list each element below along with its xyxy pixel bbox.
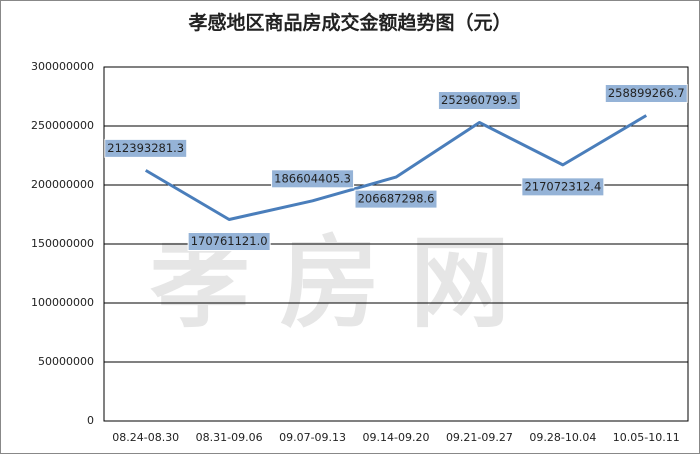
- x-tick-label: 09.21-09.27: [446, 431, 513, 444]
- y-tick-label: 250000000: [31, 119, 94, 132]
- value-label-box: [437, 91, 521, 111]
- value-label-box: [354, 189, 438, 209]
- value-label: 212393281.3: [107, 141, 184, 155]
- y-tick-label: 150000000: [31, 237, 94, 250]
- value-label-box: [271, 169, 355, 189]
- x-tick-label: 09.28-10.04: [529, 431, 596, 444]
- value-label: 170761121.0: [191, 234, 268, 248]
- x-tick-label: 08.31-09.06: [196, 431, 263, 444]
- y-tick-label: 200000000: [31, 178, 94, 191]
- value-label-box: [604, 83, 688, 103]
- value-label: 217072312.4: [524, 179, 601, 193]
- y-tick-label: 300000000: [31, 60, 94, 73]
- y-tick-label: 0: [87, 414, 94, 427]
- value-label: 206687298.6: [358, 192, 435, 206]
- value-label: 186604405.3: [274, 171, 351, 185]
- x-tick-label: 09.07-09.13: [279, 431, 346, 444]
- value-label-box: [521, 177, 605, 197]
- line: [144, 114, 648, 222]
- x-tick-label: 08.24-08.30: [112, 431, 179, 444]
- value-label-box: [187, 232, 271, 252]
- value-label: 258899266.7: [608, 86, 685, 100]
- value-label: 252960799.5: [441, 93, 518, 107]
- y-tick-label: 100000000: [31, 296, 94, 309]
- chart-title: 孝感地区商品房成交金额趋势图（元）: [188, 11, 511, 34]
- x-tick-label: 09.14-09.20: [363, 431, 430, 444]
- value-label-box: [104, 138, 188, 158]
- x-tick-label: 10.05-10.11: [613, 431, 680, 444]
- y-tick-label: 50000000: [38, 355, 94, 368]
